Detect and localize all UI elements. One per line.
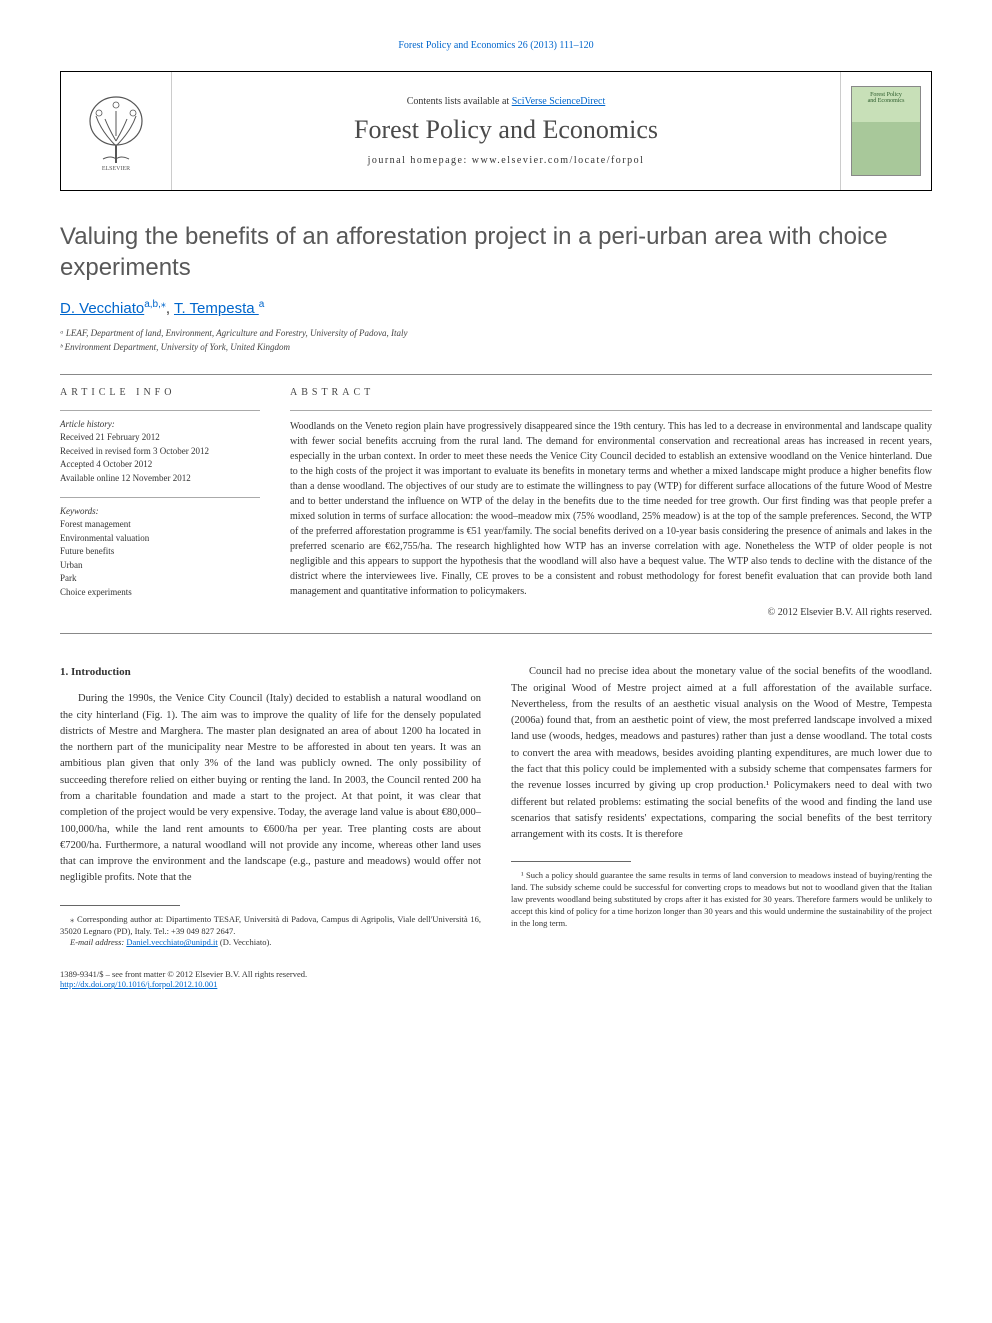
- abstract-heading: ABSTRACT: [290, 387, 932, 398]
- doi-link[interactable]: http://dx.doi.org/10.1016/j.forpol.2012.…: [60, 979, 217, 989]
- affiliation-a: ᵃ LEAF, Department of land, Environment,…: [60, 327, 932, 341]
- top-citation-link[interactable]: Forest Policy and Economics 26 (2013) 11…: [60, 40, 932, 51]
- elsevier-tree-icon: ELSEVIER: [81, 91, 151, 171]
- keyword: Urban: [60, 559, 260, 573]
- bottom-row: 1389-9341/$ – see front matter © 2012 El…: [60, 969, 932, 989]
- homepage-url: www.elsevier.com/locate/forpol: [472, 155, 645, 166]
- email-footnote: E-mail address: Daniel.vecchiato@unipd.i…: [60, 937, 481, 949]
- issn-line: 1389-9341/$ – see front matter © 2012 El…: [60, 969, 307, 979]
- keyword: Forest management: [60, 518, 260, 532]
- divider-top: [60, 374, 932, 375]
- abstract-divider: [290, 410, 932, 411]
- sciencedirect-link[interactable]: SciVerse ScienceDirect: [512, 96, 606, 107]
- affiliation-b: ᵇ Environment Department, University of …: [60, 341, 932, 355]
- info-abstract-row: ARTICLE INFO Article history: Received 2…: [60, 387, 932, 618]
- homepage-prefix: journal homepage:: [368, 155, 472, 166]
- journal-cover-container: Forest Policy and Economics: [841, 72, 931, 190]
- keywords-list: Forest management Environmental valuatio…: [60, 518, 260, 599]
- contents-prefix: Contents lists available at: [407, 96, 512, 107]
- contents-line: Contents lists available at SciVerse Sci…: [407, 96, 606, 107]
- bottom-left: 1389-9341/$ – see front matter © 2012 El…: [60, 969, 307, 989]
- author-1[interactable]: D. Vecchiato: [60, 300, 144, 317]
- history-label: Article history:: [60, 419, 260, 429]
- journal-cover-icon: Forest Policy and Economics: [851, 86, 921, 176]
- intro-para-2: Council had no precise idea about the mo…: [511, 664, 932, 843]
- abstract-column: ABSTRACT Woodlands on the Veneto region …: [290, 387, 932, 618]
- keyword: Park: [60, 572, 260, 586]
- article-info-heading: ARTICLE INFO: [60, 387, 260, 398]
- keyword: Future benefits: [60, 545, 260, 559]
- body-col-left: 1. Introduction During the 1990s, the Ve…: [60, 664, 481, 949]
- info-divider-1: [60, 410, 260, 411]
- affiliations: ᵃ LEAF, Department of land, Environment,…: [60, 327, 932, 354]
- received-date: Received 21 February 2012: [60, 431, 260, 445]
- info-divider-2: [60, 497, 260, 498]
- keyword: Environmental valuation: [60, 532, 260, 546]
- article-info-column: ARTICLE INFO Article history: Received 2…: [60, 387, 260, 618]
- accepted-date: Accepted 4 October 2012: [60, 458, 260, 472]
- page-container: Forest Policy and Economics 26 (2013) 11…: [0, 0, 992, 1029]
- article-title: Valuing the benefits of an afforestation…: [60, 221, 932, 283]
- authors-line: D. Vecchiatoa,b,⁎, T. Tempesta a: [60, 299, 932, 317]
- abstract-copyright: © 2012 Elsevier B.V. All rights reserved…: [290, 607, 932, 618]
- keywords-label: Keywords:: [60, 506, 260, 516]
- email-link[interactable]: Daniel.vecchiato@unipd.it: [126, 937, 217, 947]
- author-sep: ,: [166, 300, 174, 317]
- intro-para-1: During the 1990s, the Venice City Counci…: [60, 691, 481, 886]
- author2-sup: a: [259, 299, 265, 310]
- footnote-1: ¹ Such a policy should guarantee the sam…: [511, 870, 932, 929]
- svg-text:ELSEVIER: ELSEVIER: [102, 166, 130, 171]
- author1-sup: a,b,⁎: [144, 299, 166, 310]
- author-2[interactable]: T. Tempesta: [174, 300, 259, 317]
- corr-author-text: Corresponding author at: Dipartimento TE…: [60, 914, 481, 936]
- history-dates: Received 21 February 2012 Received in re…: [60, 431, 260, 485]
- fn1-text: Such a policy should guarantee the same …: [511, 870, 932, 928]
- divider-bottom: [60, 633, 932, 634]
- section-1-heading: 1. Introduction: [60, 664, 481, 681]
- journal-name: Forest Policy and Economics: [354, 115, 658, 145]
- online-date: Available online 12 November 2012: [60, 472, 260, 486]
- email-suffix: (D. Vecchiato).: [218, 937, 272, 947]
- cover-title: Forest Policy and Economics: [852, 92, 920, 104]
- email-label: E-mail address:: [70, 937, 126, 947]
- keyword: Choice experiments: [60, 586, 260, 600]
- footnote-divider-right: [511, 861, 631, 862]
- journal-homepage: journal homepage: www.elsevier.com/locat…: [368, 155, 645, 166]
- revised-date: Received in revised form 3 October 2012: [60, 445, 260, 459]
- elsevier-logo: ELSEVIER: [61, 72, 171, 190]
- corresponding-author-footnote: ⁎ Corresponding author at: Dipartimento …: [60, 914, 481, 938]
- header-center: Contents lists available at SciVerse Sci…: [171, 72, 841, 190]
- abstract-text: Woodlands on the Veneto region plain hav…: [290, 419, 932, 599]
- journal-header: ELSEVIER Contents lists available at Sci…: [60, 71, 932, 191]
- body-col-right: Council had no precise idea about the mo…: [511, 664, 932, 949]
- body-columns: 1. Introduction During the 1990s, the Ve…: [60, 664, 932, 949]
- footnote-divider-left: [60, 905, 180, 906]
